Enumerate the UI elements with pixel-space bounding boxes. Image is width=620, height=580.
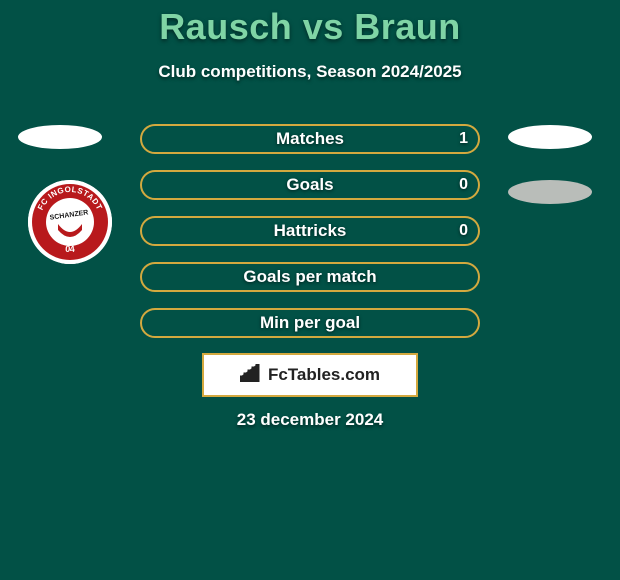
branding-text: FcTables.com — [268, 365, 380, 385]
left-player-slot-1 — [18, 125, 102, 149]
branding-box[interactable]: FcTables.com — [202, 353, 418, 397]
generated-date: 23 december 2024 — [0, 410, 620, 430]
stat-row: Min per goal — [140, 308, 480, 338]
stat-row: Hattricks 0 — [140, 216, 480, 246]
stat-label: Goals per match — [243, 267, 376, 287]
stat-value-right: 0 — [459, 176, 468, 194]
stat-row: Matches 1 — [140, 124, 480, 154]
subtitle: Club competitions, Season 2024/2025 — [0, 62, 620, 82]
right-player-slot-2 — [508, 180, 592, 204]
stat-label: Goals — [286, 175, 333, 195]
stat-value-right: 0 — [459, 222, 468, 240]
comparison-infographic: Rausch vs Braun Club competitions, Seaso… — [0, 0, 620, 580]
stat-row: Goals 0 — [140, 170, 480, 200]
bar-chart-icon — [240, 364, 262, 387]
stat-row: Goals per match — [140, 262, 480, 292]
club-badge-ingolstadt: FC INGOLSTADT 04 SCHANZER — [28, 180, 112, 264]
stat-label: Matches — [276, 129, 344, 149]
page-title: Rausch vs Braun — [0, 6, 620, 48]
stat-label: Min per goal — [260, 313, 360, 333]
stat-value-right: 1 — [459, 130, 468, 148]
stat-label: Hattricks — [274, 221, 347, 241]
right-player-slot-1 — [508, 125, 592, 149]
